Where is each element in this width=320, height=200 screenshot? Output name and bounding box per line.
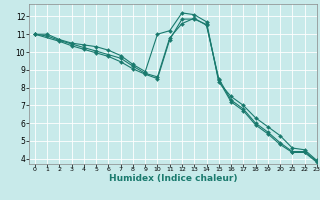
X-axis label: Humidex (Indice chaleur): Humidex (Indice chaleur) <box>108 174 237 183</box>
